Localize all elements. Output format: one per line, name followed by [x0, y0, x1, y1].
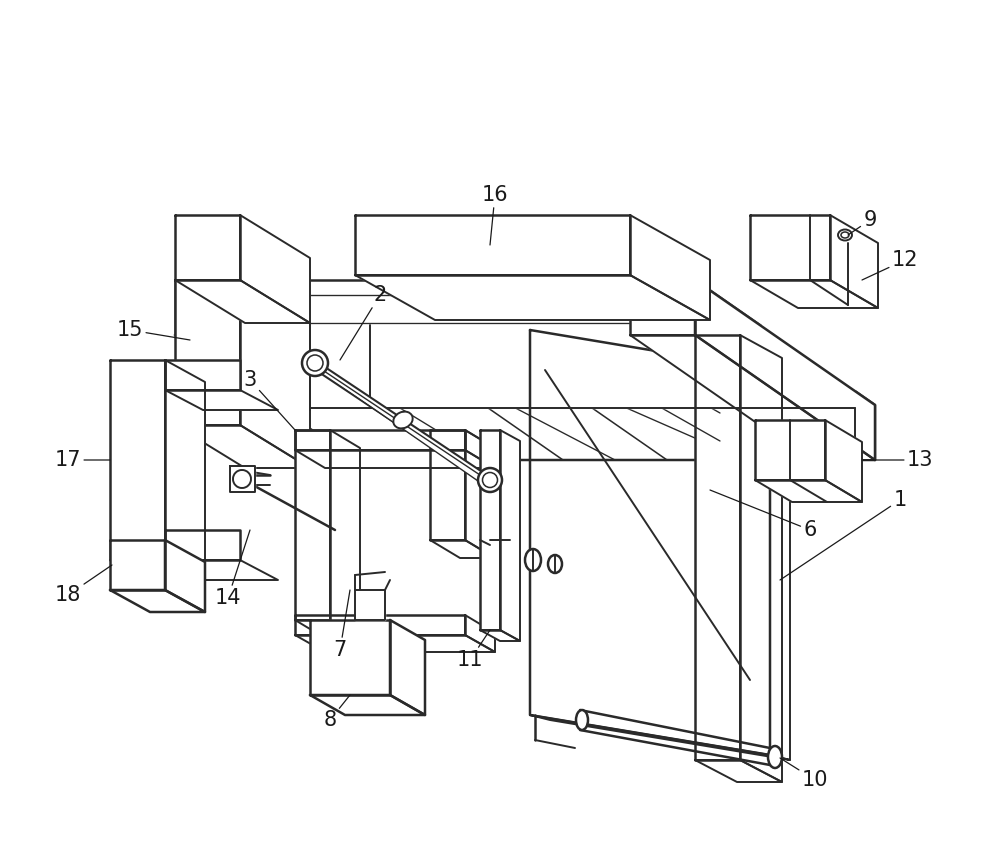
Polygon shape: [295, 615, 465, 635]
Ellipse shape: [525, 549, 541, 571]
Polygon shape: [310, 325, 855, 408]
Polygon shape: [825, 420, 862, 502]
Ellipse shape: [302, 350, 328, 376]
Polygon shape: [355, 215, 630, 275]
Polygon shape: [165, 540, 205, 612]
Text: 11: 11: [457, 630, 490, 670]
Polygon shape: [695, 280, 875, 460]
Polygon shape: [770, 370, 790, 760]
Polygon shape: [830, 215, 878, 308]
Text: 2: 2: [340, 285, 387, 360]
Ellipse shape: [482, 473, 498, 487]
Polygon shape: [175, 425, 310, 468]
Polygon shape: [165, 360, 240, 390]
Polygon shape: [355, 590, 385, 620]
Polygon shape: [295, 635, 495, 652]
Polygon shape: [500, 430, 520, 641]
Polygon shape: [240, 280, 310, 468]
Text: 13: 13: [862, 450, 933, 470]
Polygon shape: [465, 615, 495, 652]
Polygon shape: [310, 620, 390, 695]
Text: 15: 15: [117, 320, 190, 340]
Polygon shape: [740, 335, 782, 782]
Ellipse shape: [307, 355, 323, 371]
Polygon shape: [165, 390, 278, 410]
Polygon shape: [295, 450, 495, 468]
Polygon shape: [175, 215, 240, 280]
Ellipse shape: [548, 555, 562, 573]
Text: 17: 17: [55, 450, 110, 470]
Text: 8: 8: [323, 695, 350, 730]
Ellipse shape: [838, 229, 852, 240]
Polygon shape: [695, 280, 875, 460]
Polygon shape: [530, 715, 790, 760]
Polygon shape: [750, 215, 830, 280]
Polygon shape: [755, 480, 862, 502]
Polygon shape: [295, 430, 465, 450]
Polygon shape: [355, 275, 710, 320]
Polygon shape: [630, 280, 695, 335]
Text: 14: 14: [215, 530, 250, 608]
Polygon shape: [465, 430, 495, 468]
Polygon shape: [240, 215, 310, 323]
Polygon shape: [175, 335, 875, 460]
Polygon shape: [110, 560, 205, 582]
Polygon shape: [390, 620, 425, 715]
Text: 18: 18: [55, 565, 112, 605]
Polygon shape: [175, 280, 695, 335]
Polygon shape: [480, 630, 520, 641]
Polygon shape: [330, 430, 360, 638]
Polygon shape: [110, 590, 205, 612]
Polygon shape: [295, 620, 360, 638]
Polygon shape: [175, 280, 240, 425]
Polygon shape: [165, 360, 205, 582]
Polygon shape: [295, 430, 330, 620]
Polygon shape: [310, 695, 425, 715]
Polygon shape: [630, 215, 710, 320]
Polygon shape: [695, 335, 740, 760]
Polygon shape: [110, 540, 165, 590]
Polygon shape: [165, 530, 240, 560]
Polygon shape: [630, 335, 875, 460]
Polygon shape: [230, 466, 255, 492]
Ellipse shape: [774, 475, 786, 485]
Ellipse shape: [841, 232, 849, 238]
Polygon shape: [175, 280, 310, 323]
Polygon shape: [430, 540, 495, 558]
Polygon shape: [165, 560, 278, 580]
Text: 10: 10: [780, 758, 828, 790]
Text: 6: 6: [710, 490, 817, 540]
Text: 9: 9: [848, 210, 877, 235]
Ellipse shape: [478, 468, 502, 492]
Polygon shape: [695, 760, 782, 782]
Polygon shape: [430, 430, 465, 540]
Polygon shape: [480, 430, 500, 630]
Polygon shape: [750, 280, 878, 308]
Polygon shape: [195, 290, 855, 408]
Polygon shape: [110, 360, 165, 560]
Ellipse shape: [768, 746, 782, 768]
Text: 3: 3: [243, 370, 295, 430]
Ellipse shape: [576, 710, 588, 730]
Polygon shape: [530, 330, 770, 755]
Polygon shape: [755, 420, 825, 480]
Ellipse shape: [393, 412, 413, 429]
Polygon shape: [465, 430, 495, 558]
Text: 1: 1: [780, 490, 907, 580]
Text: 7: 7: [333, 590, 350, 660]
Text: 12: 12: [862, 250, 918, 280]
Text: 16: 16: [482, 185, 508, 245]
